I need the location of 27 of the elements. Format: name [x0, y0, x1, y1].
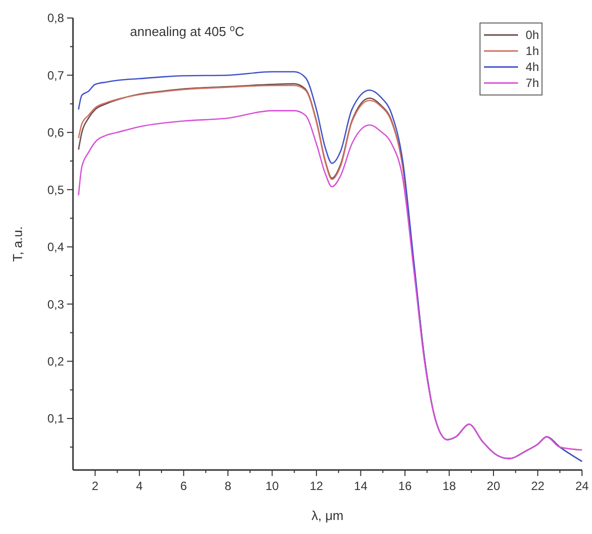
- legend-label: 4h: [526, 60, 539, 74]
- x-tick-label: 18: [442, 479, 456, 493]
- y-tick-label: 0,7: [47, 68, 64, 82]
- x-tick-label: 2: [92, 479, 99, 493]
- text: annealing at 405 $^{o}$C: [130, 23, 244, 39]
- y-tick-label: 0,3: [47, 297, 64, 312]
- x-tick-label: 12: [310, 479, 324, 493]
- y-tick-label: 0,4: [47, 240, 64, 254]
- x-tick-label: 24: [575, 479, 589, 493]
- x-tick-label: 20: [486, 479, 500, 493]
- legend-label: 0h: [526, 28, 539, 42]
- x-tick-label: 8: [224, 479, 232, 493]
- x-axis-title: λ, μm: [311, 508, 344, 523]
- x-tick-label: 6: [180, 479, 188, 493]
- y-tick-label: 0,2: [47, 354, 64, 368]
- legend-label: 7h: [526, 76, 539, 90]
- x-tick-label: 14: [354, 479, 368, 493]
- y-tick-label: 0,5: [47, 182, 64, 197]
- x-tick-label: 22: [531, 479, 545, 493]
- y-tick-label: 0,6: [47, 126, 64, 140]
- x-tick-label: 10: [265, 479, 280, 493]
- y-axis-title: T, a.u.: [10, 226, 25, 262]
- y-tick-label: 0,1: [47, 412, 64, 426]
- x-tick-label: 4: [136, 479, 144, 493]
- y-tick-label: 0,8: [47, 11, 64, 26]
- legend-label: 1h: [526, 44, 539, 58]
- x-tick-label: 16: [398, 479, 412, 493]
